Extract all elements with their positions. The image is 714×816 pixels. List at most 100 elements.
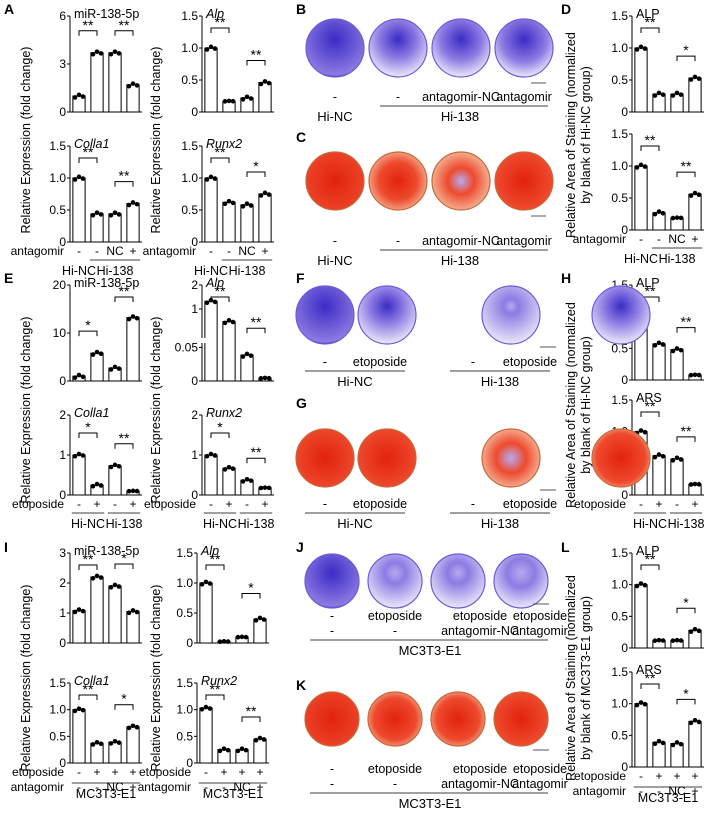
data-point (678, 347, 684, 353)
bar (240, 204, 254, 243)
significance-label: ** (215, 144, 226, 160)
data-point (692, 190, 698, 196)
data-point (688, 482, 694, 487)
data-point (240, 354, 246, 359)
data-point (674, 346, 680, 351)
x-row-label: antagomir (573, 784, 626, 798)
group-label: Hi-138 (481, 374, 519, 389)
bar (652, 455, 666, 496)
y-tick: 0 (191, 374, 198, 388)
panel-letter-J: J (296, 539, 304, 555)
significance-label: * (85, 419, 91, 435)
significance-bracket (246, 457, 266, 464)
bar (204, 47, 218, 113)
panel-letter-H: H (561, 270, 571, 286)
y-tick: 0 (621, 641, 628, 655)
data-point (230, 200, 236, 206)
culture-well (295, 285, 355, 345)
condition-label: - (330, 777, 334, 791)
y-tick: 2 (59, 408, 66, 422)
x-row-value: - (222, 780, 226, 794)
data-point (642, 582, 648, 588)
data-point (98, 741, 104, 747)
data-point (266, 192, 272, 197)
y-tick: 0 (621, 223, 628, 237)
data-point (90, 576, 96, 581)
x-row-value: - (77, 765, 81, 779)
culture-well (357, 428, 417, 488)
y-axis-label: Relative Expression (fold change) (19, 317, 33, 504)
culture-well (493, 553, 549, 609)
bar (688, 193, 702, 231)
bar (258, 82, 272, 113)
data-point (112, 738, 118, 744)
data-point (126, 202, 132, 208)
data-point (222, 99, 228, 104)
y-tick: 20 (53, 278, 67, 292)
bar (688, 77, 702, 113)
data-point (134, 315, 140, 321)
data-point (72, 375, 78, 380)
data-point (94, 210, 100, 215)
data-point (80, 453, 86, 458)
condition-label: - (323, 355, 327, 369)
group-label: Hi-NC (337, 374, 372, 389)
chart-title: miR-138-5p (74, 276, 139, 290)
bar-chart-E-colla1: 012 Colla1***etoposide - + - +Hi-NC Hi-138 (12, 406, 143, 531)
chart-title: miR-138-5p (74, 544, 139, 558)
condition-label: antagomir-NC (422, 234, 500, 248)
data-point (72, 708, 78, 714)
data-point (688, 629, 694, 634)
y-tick: 0 (59, 235, 66, 249)
bar (90, 576, 104, 644)
bar-chart-I-colla1: 00.51.01.5 Colla1***etoposide - + + +antagomi… (11, 674, 142, 801)
bar (258, 193, 272, 243)
y-axis-label: Relative Area of Staining (normalized (564, 32, 578, 238)
group-label: MC3T3-E1 (76, 787, 136, 801)
condition-label: antagomir (496, 90, 552, 104)
x-row-value: + (256, 780, 263, 794)
chart-title: Alp (200, 544, 219, 558)
condition-label: etoposide (453, 762, 507, 776)
significance-label: ** (251, 47, 262, 63)
data-point (116, 366, 122, 371)
culture-well (493, 691, 549, 747)
bar (126, 317, 140, 382)
bar (670, 349, 684, 381)
significance-label: * (217, 419, 223, 435)
data-point (253, 737, 259, 743)
bar (634, 584, 648, 649)
data-point (207, 581, 213, 586)
culture-well (304, 691, 360, 747)
stain-image-F (295, 285, 651, 345)
data-point (108, 585, 114, 590)
significance-label: * (683, 685, 689, 701)
data-point (217, 748, 223, 754)
x-row-value: - (639, 784, 643, 798)
group-label: Hi-138 (238, 517, 275, 531)
data-point (239, 634, 245, 640)
data-point (652, 343, 658, 348)
x-row-value: + (129, 780, 136, 794)
data-point (652, 454, 658, 460)
y-tick: 1.0 (611, 697, 628, 711)
bar-chart-L-alp: 00.51.01.5 ALP*** (611, 544, 704, 655)
x-row-value: + (256, 765, 263, 779)
x-row-label: antagomir (143, 244, 196, 258)
x-row-label: etoposide (12, 765, 64, 779)
data-point (204, 453, 210, 459)
y-tick: 1.0 (611, 159, 628, 173)
bar (126, 726, 140, 764)
panel-letter-K: K (296, 677, 306, 693)
condition-label: - (333, 234, 337, 248)
data-point (688, 372, 694, 378)
data-point (90, 212, 96, 218)
data-point (116, 51, 122, 56)
data-point (94, 573, 100, 579)
bar (72, 454, 86, 496)
y-tick: 1.5 (49, 676, 66, 690)
significance-bracket (246, 171, 266, 177)
data-point (240, 97, 246, 102)
data-point (134, 609, 140, 615)
